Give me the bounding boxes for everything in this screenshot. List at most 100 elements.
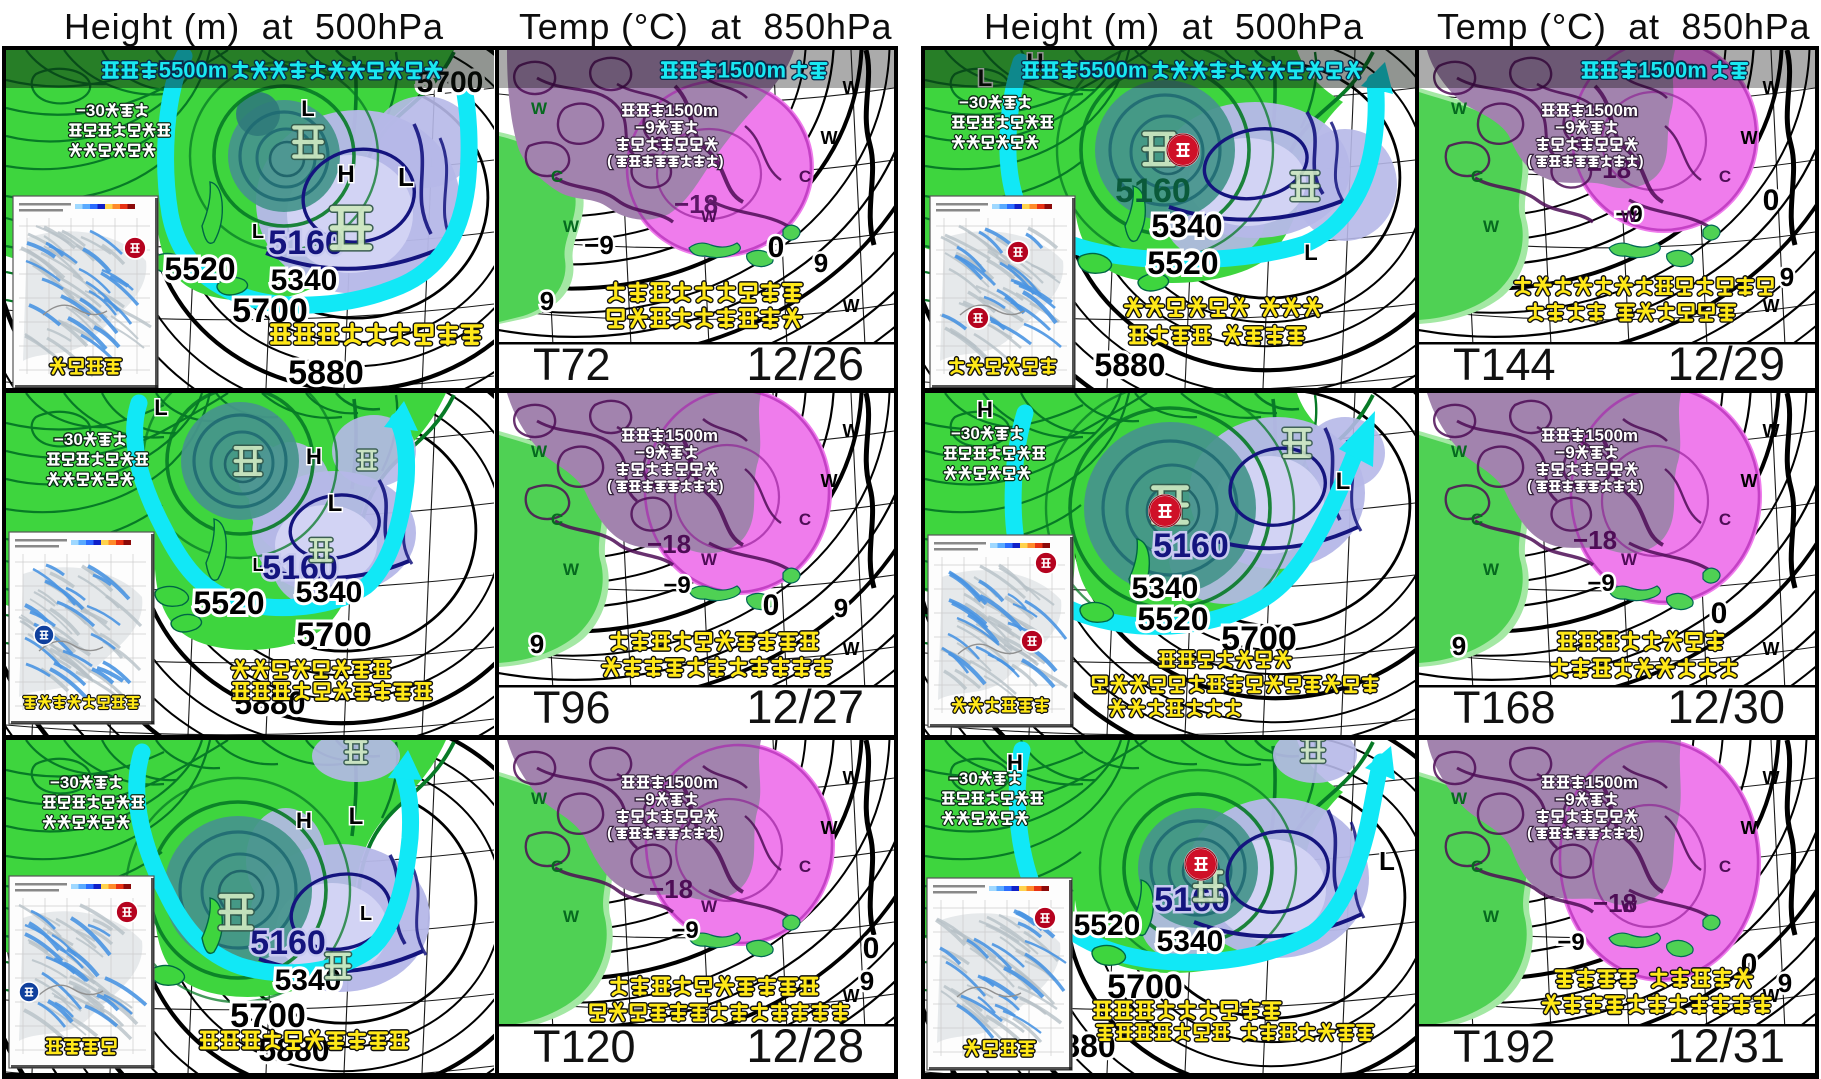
svg-text:5340: 5340 (296, 576, 363, 609)
svg-text:−30: −30 (959, 93, 988, 112)
svg-text:W: W (1483, 907, 1500, 926)
svg-text:W: W (1741, 128, 1758, 148)
svg-text:W: W (1621, 897, 1638, 916)
svg-text:): ) (719, 478, 724, 495)
svg-text:−9: −9 (635, 790, 654, 809)
svg-text:W: W (1451, 99, 1468, 118)
svg-text:W: W (531, 442, 548, 461)
svg-text:L: L (398, 162, 414, 192)
svg-text:−9: −9 (671, 917, 698, 944)
svg-text:5700: 5700 (417, 66, 484, 99)
svg-text:−9: −9 (1615, 201, 1642, 228)
svg-text:W: W (843, 639, 860, 659)
svg-text:−18: −18 (1573, 525, 1617, 555)
svg-text:C: C (799, 857, 811, 876)
svg-text:H: H (1007, 750, 1023, 775)
svg-text:1500m: 1500m (665, 426, 718, 445)
svg-text:9: 9 (834, 593, 848, 623)
svg-text:W: W (701, 897, 718, 916)
svg-text:−9: −9 (1555, 443, 1574, 462)
svg-text:W: W (1621, 550, 1638, 569)
svg-text:): ) (1639, 153, 1644, 170)
svg-text:L: L (1379, 846, 1395, 876)
svg-text:(: ( (607, 153, 612, 170)
svg-text:H: H (306, 444, 322, 469)
svg-text:9: 9 (1452, 631, 1466, 661)
svg-text:H: H (337, 161, 354, 188)
svg-text:T72: T72 (533, 339, 611, 388)
svg-text:C: C (551, 857, 563, 876)
svg-text:5500m: 5500m (1079, 58, 1148, 83)
svg-text:5520: 5520 (164, 251, 235, 287)
svg-text:W: W (1621, 207, 1638, 226)
svg-text:): ) (1639, 478, 1644, 495)
svg-text:W: W (843, 986, 860, 1006)
svg-text:12/28: 12/28 (746, 1019, 864, 1072)
svg-text:W: W (843, 78, 860, 98)
svg-text:L: L (1304, 240, 1317, 265)
svg-text:W: W (701, 207, 718, 226)
svg-text:C: C (1719, 510, 1731, 529)
svg-text:−9: −9 (1587, 570, 1614, 597)
svg-text:T96: T96 (533, 682, 611, 733)
svg-text:H: H (296, 808, 312, 833)
svg-text:W: W (821, 471, 838, 491)
svg-text:W: W (1763, 639, 1780, 659)
svg-text:0: 0 (1711, 597, 1728, 630)
svg-text:T168: T168 (1453, 682, 1556, 733)
svg-text:−18: −18 (1593, 888, 1637, 918)
svg-text:(: ( (1527, 478, 1532, 495)
svg-text:1500m: 1500m (1638, 58, 1707, 83)
svg-text:−30: −30 (50, 773, 79, 792)
svg-text:1500m: 1500m (665, 773, 718, 792)
svg-text:−18: −18 (674, 189, 718, 219)
svg-text:5340: 5340 (1151, 208, 1222, 244)
svg-text:W: W (843, 768, 860, 788)
svg-text:C: C (799, 167, 811, 186)
svg-text:C: C (1719, 857, 1731, 876)
svg-text:12/26: 12/26 (746, 337, 864, 388)
svg-text:W: W (1741, 818, 1758, 838)
svg-text:L: L (328, 490, 343, 517)
svg-text:5700: 5700 (296, 616, 372, 654)
svg-text:9: 9 (860, 966, 874, 996)
svg-text:9: 9 (814, 248, 828, 278)
svg-text:C: C (1471, 510, 1483, 529)
svg-text:W: W (1763, 78, 1780, 98)
svg-text:−30: −30 (949, 769, 978, 788)
svg-text:12/31: 12/31 (1667, 1019, 1785, 1072)
svg-text:W: W (1741, 471, 1758, 491)
svg-text:5160: 5160 (1115, 172, 1191, 210)
svg-text:9: 9 (1780, 262, 1794, 292)
svg-text:L: L (349, 803, 364, 830)
svg-text:C: C (1719, 167, 1731, 186)
svg-text:(: ( (1527, 825, 1532, 842)
svg-text:5520: 5520 (1147, 245, 1218, 281)
svg-text:5700: 5700 (230, 997, 306, 1035)
svg-text:−30: −30 (54, 430, 83, 449)
svg-text:L: L (252, 221, 264, 243)
svg-text:9: 9 (1778, 968, 1792, 998)
svg-text:W: W (1451, 442, 1468, 461)
svg-text:5340: 5340 (1157, 925, 1224, 958)
svg-text:5160: 5160 (250, 924, 326, 962)
svg-text:W: W (843, 421, 860, 441)
svg-text:5880: 5880 (288, 354, 364, 388)
svg-text:W: W (843, 296, 860, 316)
svg-text:−9: −9 (663, 572, 690, 599)
svg-text:(: ( (1527, 153, 1532, 170)
svg-text:5160: 5160 (1153, 527, 1229, 565)
svg-text:−9: −9 (1555, 118, 1574, 137)
svg-text:C: C (551, 510, 563, 529)
svg-text:5520: 5520 (1137, 601, 1208, 637)
svg-text:−30: −30 (76, 101, 105, 120)
svg-text:C: C (1471, 857, 1483, 876)
svg-text:5340: 5340 (271, 264, 338, 297)
svg-text:W: W (563, 560, 580, 579)
svg-text:W: W (1451, 789, 1468, 808)
svg-text:T144: T144 (1453, 339, 1556, 388)
svg-text:1500m: 1500m (1585, 426, 1638, 445)
svg-text:5160: 5160 (262, 549, 338, 587)
svg-text:(: ( (607, 825, 612, 842)
svg-text:0: 0 (1763, 184, 1780, 217)
